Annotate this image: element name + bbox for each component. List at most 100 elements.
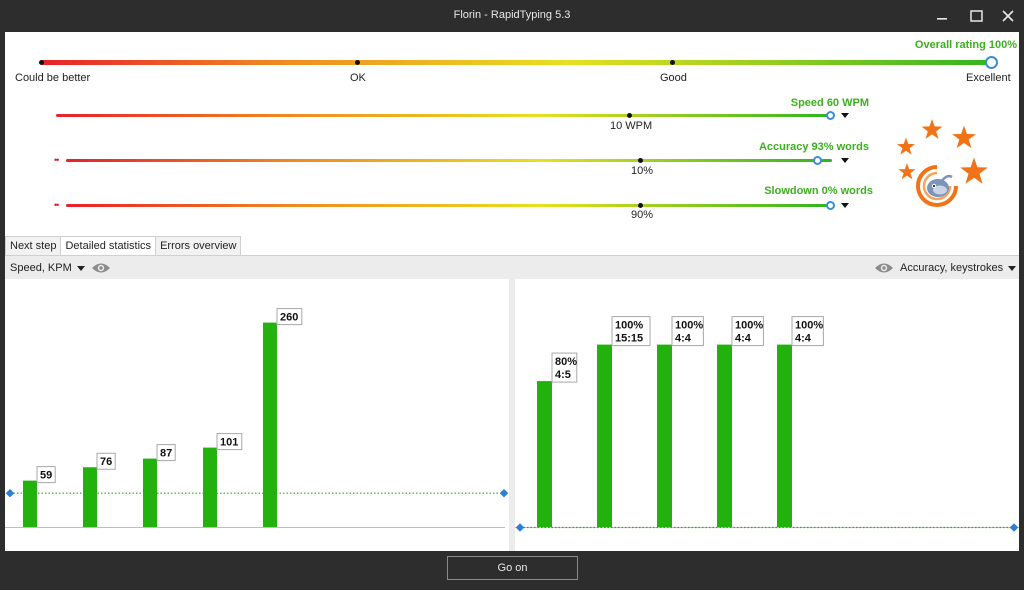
chart-bar — [597, 344, 612, 527]
bar-value-label: 100%4:4 — [791, 316, 824, 347]
bar-value-text: 76 — [100, 456, 112, 468]
rating-area: Overall rating 100% Could be better OK G… — [5, 32, 1019, 237]
chevron-down-icon — [76, 265, 85, 271]
slowdown-bar — [66, 204, 832, 207]
accuracy-handle[interactable] — [813, 156, 822, 165]
chart-bar — [537, 381, 552, 527]
bar-value-label-box — [671, 316, 704, 347]
bar-value-text: 59 — [40, 470, 52, 482]
slowdown-overflow-dots: •• — [54, 200, 59, 210]
chart-bar — [263, 322, 277, 527]
bar-value-label-box — [216, 433, 243, 451]
bar-value-label-box — [36, 466, 56, 484]
accuracy-dropdown[interactable]: Accuracy, keystrokes — [900, 262, 1017, 274]
reference-line-handle[interactable] — [499, 488, 509, 498]
bar-value-text: 100% — [735, 320, 763, 332]
overall-rating-knob[interactable] — [985, 56, 998, 69]
accuracy-bar — [66, 159, 832, 162]
maximize-icon — [969, 10, 983, 22]
chart-bar — [203, 447, 217, 527]
bar-value-label: 76 — [96, 452, 116, 470]
accuracy-dropdown-caret[interactable] — [841, 158, 849, 163]
speed-label: Speed 60 WPM — [790, 97, 869, 109]
slowdown-mark-dot — [638, 203, 643, 208]
chart-bar — [23, 480, 37, 527]
accuracy-mark-label: 10% — [631, 165, 654, 177]
slowdown-mark-label: 90% — [631, 209, 654, 221]
slowdown-dropdown-caret[interactable] — [841, 203, 849, 208]
window-title: Florin - RapidTyping 5.3 — [453, 9, 571, 21]
bar-value-text: 4:4 — [735, 333, 752, 345]
bar-value-text: 80% — [555, 356, 577, 368]
tab-detailed-statistics[interactable]: Detailed statistics — [60, 236, 157, 256]
rapidtyping-logo-icon — [916, 165, 958, 207]
overall-rating-label: Overall rating 100% — [914, 39, 1017, 51]
accuracy-overflow-dots: •• — [54, 155, 59, 165]
go-on-button[interactable]: Go on — [447, 556, 578, 580]
close-button[interactable] — [998, 6, 1018, 26]
tab-strip: Next step Detailed statistics Errors ove… — [5, 236, 242, 256]
mark-label: Excellent — [966, 72, 1011, 84]
mark-label: Could be better — [15, 72, 91, 84]
overall-mark-dot — [39, 60, 44, 65]
bar-value-label-box — [96, 452, 116, 470]
bar-value-text: 101 — [220, 437, 238, 449]
mark-label: Good — [660, 72, 687, 84]
bar-value-text: 100% — [795, 320, 823, 332]
main-window-content: Overall rating 100% Could be better OK G… — [5, 32, 1019, 551]
slowdown-handle[interactable] — [826, 201, 835, 210]
statistics-toolbar: Speed, KPM Accuracy, keystrokes — [5, 255, 1019, 279]
bar-value-label: 101 — [216, 433, 243, 451]
speed-dropdown[interactable]: Speed, KPM — [10, 262, 85, 274]
speed-chart: 59 76 87 101 260 — [5, 279, 509, 551]
bar-value-text: 15:15 — [615, 333, 643, 345]
accuracy-mark-dot — [638, 158, 643, 163]
accuracy-label: Accuracy 93% words — [758, 141, 869, 153]
slowdown-label: Slowdown 0% words — [764, 185, 873, 197]
bar-value-label: 100%4:4 — [731, 316, 764, 347]
bar-value-label-box — [551, 352, 578, 383]
accuracy-dropdown-label: Accuracy, keystrokes — [900, 262, 1004, 274]
chart-bar — [777, 344, 792, 527]
close-icon — [1002, 10, 1014, 22]
tab-next-step[interactable]: Next step — [5, 236, 62, 255]
bar-value-text: 4:5 — [555, 369, 571, 381]
reference-line-handle[interactable] — [5, 488, 15, 498]
speed-dropdown-label: Speed, KPM — [10, 262, 72, 274]
bar-value-label-box — [156, 444, 176, 462]
chart-bar — [83, 467, 97, 527]
chart-bar — [717, 344, 732, 527]
eye-icon[interactable] — [91, 262, 111, 274]
bar-value-text: 260 — [280, 312, 298, 324]
speed-handle[interactable] — [826, 111, 835, 120]
reference-line-handle[interactable] — [515, 523, 525, 532]
bar-value-label: 87 — [156, 444, 176, 462]
minimize-icon — [937, 18, 947, 20]
minimize-button[interactable] — [932, 6, 952, 26]
bar-value-label-box — [276, 308, 303, 326]
speed-mark-label: 10 WPM — [610, 120, 653, 132]
bar-value-text: 4:4 — [675, 333, 692, 345]
bar-value-label: 100%15:15 — [611, 316, 651, 347]
chart-bar — [143, 458, 157, 527]
bar-value-text: 87 — [160, 448, 172, 460]
maximize-button[interactable] — [966, 6, 986, 26]
chart-divider — [509, 279, 515, 551]
reference-line-handle[interactable] — [1009, 523, 1019, 532]
tab-errors-overview[interactable]: Errors overview — [155, 236, 242, 255]
eye-icon[interactable] — [874, 262, 894, 274]
bar-value-text: 4:4 — [795, 333, 812, 345]
overall-rating-bar — [41, 60, 997, 65]
chart-bar — [657, 344, 672, 527]
overall-mark-dot — [355, 60, 360, 65]
title-bar: Florin - RapidTyping 5.3 — [0, 0, 1024, 32]
speed-bar — [56, 114, 832, 117]
speed-mark-dot — [627, 113, 632, 118]
bar-value-label: 80%4:5 — [551, 352, 578, 383]
bar-value-label-box — [611, 316, 651, 347]
mark-label: OK — [350, 72, 366, 84]
bar-value-text: 100% — [675, 320, 703, 332]
bar-value-label: 59 — [36, 466, 56, 484]
speed-dropdown-caret[interactable] — [841, 113, 849, 118]
